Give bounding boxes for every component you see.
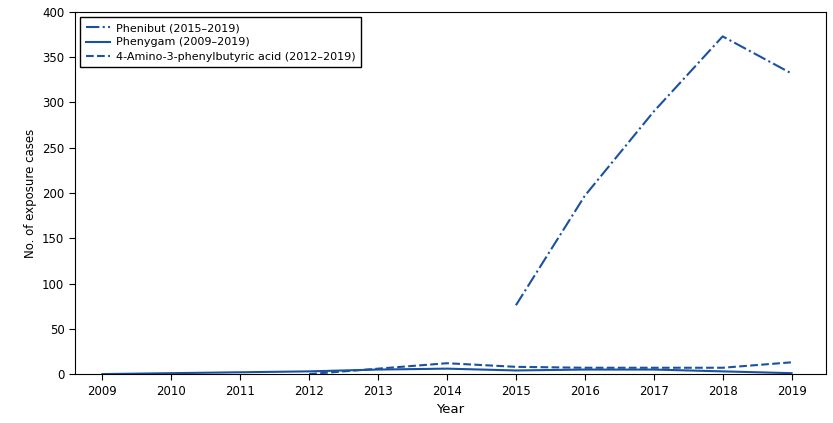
Phenibut (2015–2019) [580,193,590,198]
Legend: Phenibut (2015–2019), Phenygam (2009–2019), 4-Amino-3-phenylbutyric acid (2012–2: Phenibut (2015–2019), Phenygam (2009–201… [80,17,362,68]
Phenygam (2009–2019) [786,371,796,376]
Phenibut (2015–2019) [511,303,521,308]
Line: Phenibut (2015–2019): Phenibut (2015–2019) [516,36,791,305]
Phenibut (2015–2019) [718,34,728,39]
4-Amino-3-phenylbutyric acid (2012–2019) [511,364,521,369]
Phenygam (2009–2019) [580,367,590,372]
Phenygam (2009–2019) [97,371,107,376]
Y-axis label: No. of exposure cases: No. of exposure cases [23,129,37,258]
Phenygam (2009–2019) [167,371,177,376]
4-Amino-3-phenylbutyric acid (2012–2019) [580,365,590,370]
Phenygam (2009–2019) [442,366,452,371]
Phenygam (2009–2019) [373,367,383,372]
Line: 4-Amino-3-phenylbutyric acid (2012–2019): 4-Amino-3-phenylbutyric acid (2012–2019) [309,363,791,374]
4-Amino-3-phenylbutyric acid (2012–2019) [304,371,314,376]
4-Amino-3-phenylbutyric acid (2012–2019) [718,365,728,370]
X-axis label: Year: Year [436,403,465,416]
Phenygam (2009–2019) [235,370,245,375]
Phenygam (2009–2019) [718,369,728,374]
Phenibut (2015–2019) [649,109,659,114]
4-Amino-3-phenylbutyric acid (2012–2019) [373,366,383,371]
Phenygam (2009–2019) [649,367,659,372]
4-Amino-3-phenylbutyric acid (2012–2019) [649,365,659,370]
4-Amino-3-phenylbutyric acid (2012–2019) [786,360,796,365]
Phenygam (2009–2019) [511,368,521,373]
Line: Phenygam (2009–2019): Phenygam (2009–2019) [102,369,791,374]
Phenibut (2015–2019) [786,71,796,76]
4-Amino-3-phenylbutyric acid (2012–2019) [442,361,452,366]
Phenygam (2009–2019) [304,369,314,374]
